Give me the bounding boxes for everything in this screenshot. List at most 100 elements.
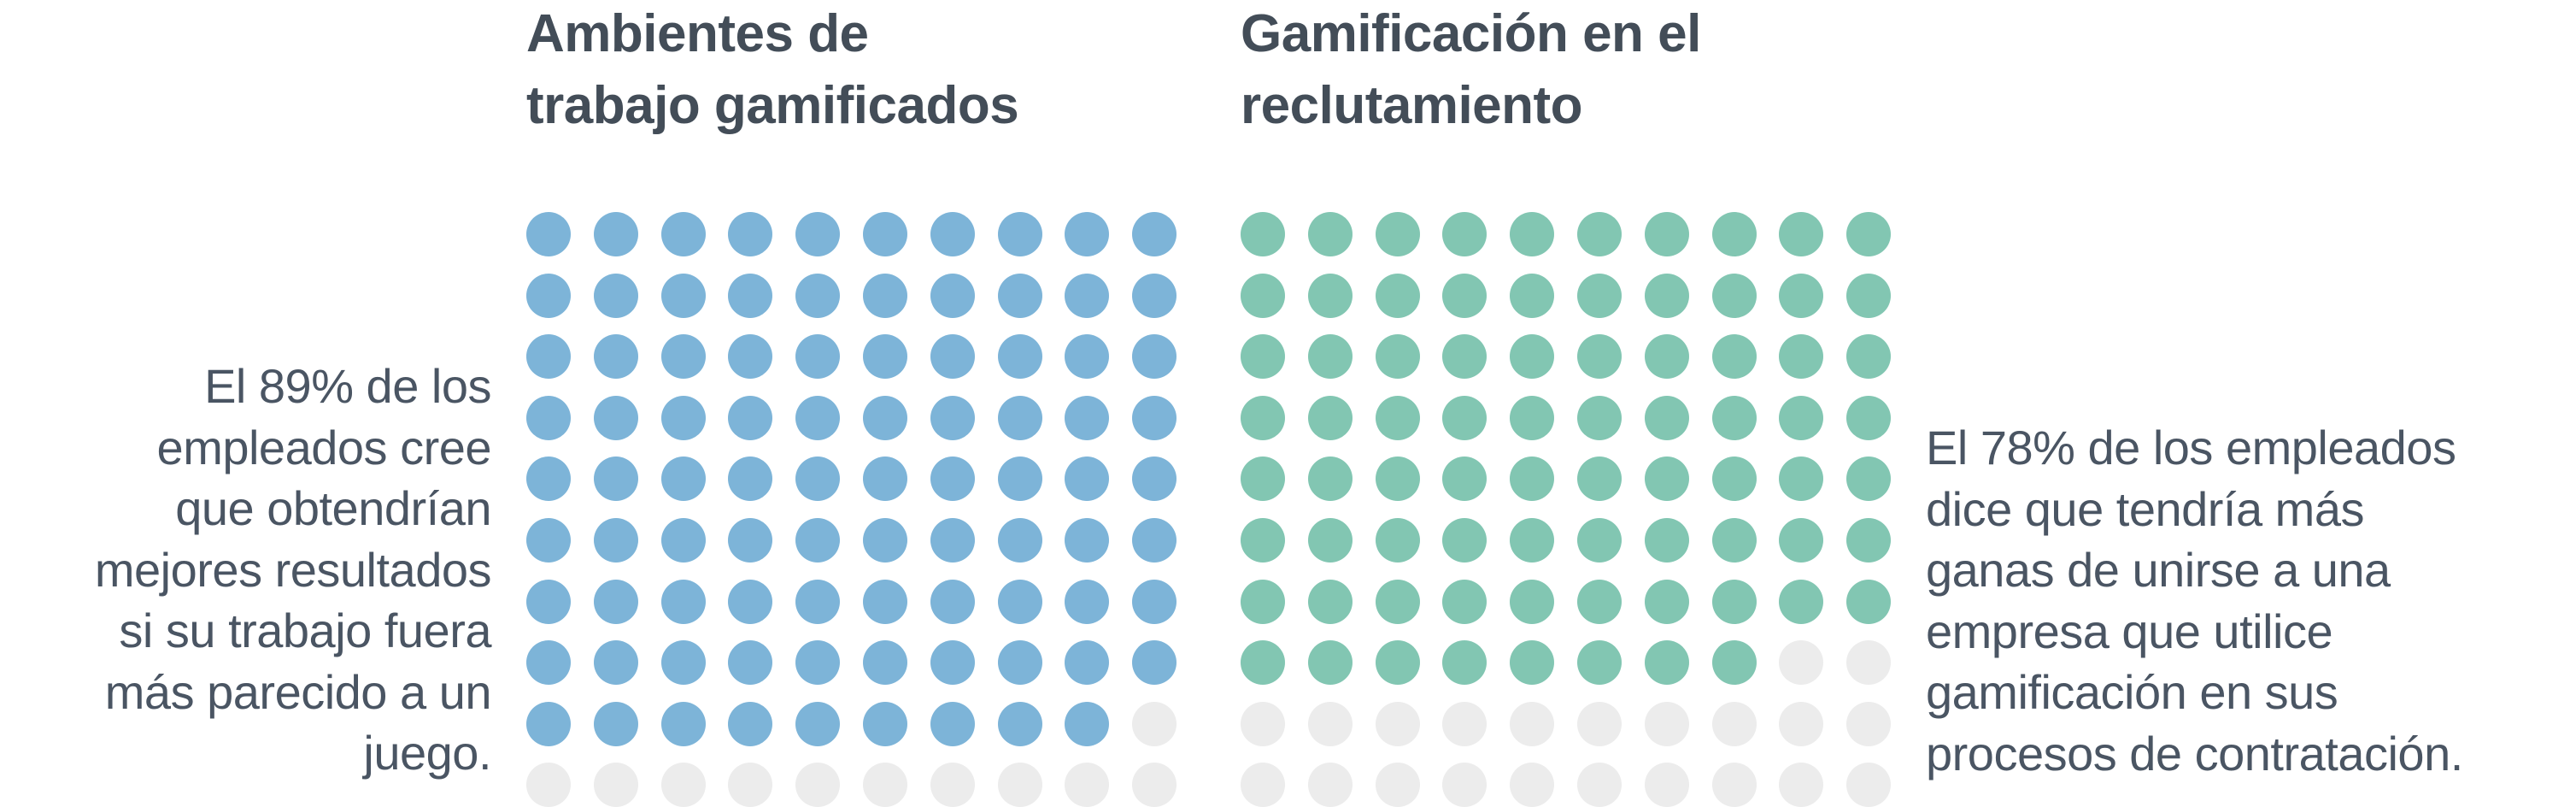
waffle-dot-filled: [1307, 395, 1353, 440]
caption-line: más parecido a un: [104, 664, 492, 719]
waffle-dot-filled: [1779, 518, 1824, 563]
waffle-dot-filled: [1442, 273, 1488, 318]
waffle-dot-filled: [1510, 457, 1555, 502]
caption-line: que obtendrían: [175, 481, 491, 535]
waffle-dot-empty: [1846, 701, 1892, 746]
waffle-dot-filled: [1307, 273, 1353, 318]
chart-title-line: reclutamiento: [1241, 76, 1583, 135]
waffle-dot-filled: [1644, 579, 1689, 624]
waffle-dot-filled: [1577, 579, 1622, 624]
waffle-dot-filled: [660, 701, 706, 746]
caption-line: empleados cree: [156, 420, 492, 474]
waffle-dot-filled: [1779, 334, 1824, 380]
waffle-dot-filled: [1241, 334, 1285, 380]
waffle-dot-filled: [1577, 395, 1622, 440]
waffle-dot-filled: [863, 518, 907, 563]
caption-line: mejores resultados: [94, 542, 492, 597]
waffle-dot-filled: [1510, 334, 1555, 380]
waffle-dot-filled: [1510, 640, 1555, 686]
waffle-dot-filled: [728, 640, 773, 686]
waffle-dot-filled: [1375, 273, 1420, 318]
waffle-dot-filled: [1241, 273, 1285, 318]
waffle-dot-filled: [1442, 579, 1488, 624]
waffle-dot-filled: [997, 701, 1042, 746]
waffle-dot-filled: [660, 579, 706, 624]
caption-line: dice que tendría más: [1926, 481, 2364, 536]
waffle-dot-filled: [1846, 457, 1892, 502]
waffle-dot-filled: [1442, 395, 1488, 440]
waffle-dot-filled: [660, 395, 706, 440]
waffle-dot-filled: [1711, 334, 1757, 380]
waffle-dot-filled: [1132, 334, 1177, 380]
waffle-dot-filled: [863, 273, 907, 318]
waffle-dot-filled: [1375, 640, 1420, 686]
waffle-dot-filled: [1065, 212, 1110, 256]
waffle-dot-filled: [930, 334, 975, 380]
waffle-dot-filled: [1846, 273, 1892, 318]
waffle-dot-filled: [660, 640, 706, 686]
waffle-dot-filled: [1241, 579, 1285, 624]
waffle-dot-filled: [593, 518, 638, 563]
waffle-dot-filled: [1577, 334, 1622, 380]
waffle-dot-filled: [728, 395, 773, 440]
waffle-dot-empty: [863, 763, 907, 807]
waffle-dot-filled: [1711, 579, 1757, 624]
waffle-dot-filled: [863, 395, 907, 440]
waffle-dot-filled: [1307, 212, 1353, 256]
waffle-dot-filled: [997, 579, 1042, 624]
waffle-dot-filled: [660, 457, 706, 502]
waffle-dot-empty: [1132, 763, 1177, 807]
waffle-dot-filled: [997, 395, 1042, 440]
waffle-dot-filled: [660, 518, 706, 563]
waffle-dot-filled: [526, 640, 571, 686]
waffle-dot-filled: [1577, 212, 1622, 256]
waffle-dot-filled: [1442, 640, 1488, 686]
waffle-dot-filled: [1375, 334, 1420, 380]
waffle-dot-filled: [526, 518, 571, 563]
waffle-dot-filled: [593, 640, 638, 686]
waffle-dot-empty: [1779, 640, 1824, 686]
waffle-dot-filled: [1644, 212, 1689, 256]
caption-line: juego.: [363, 726, 491, 780]
waffle-dot-filled: [863, 334, 907, 380]
waffle-dot-filled: [1307, 518, 1353, 563]
waffle-dot-filled: [660, 334, 706, 380]
waffle-dot-filled: [728, 579, 773, 624]
waffle-dot-filled: [1307, 579, 1353, 624]
waffle-dot-filled: [930, 457, 975, 502]
waffle-dot-filled: [863, 640, 907, 686]
caption-line: gamificación en sus: [1926, 665, 2338, 719]
waffle-dot-empty: [728, 763, 773, 807]
waffle-dot-filled: [1577, 518, 1622, 563]
waffle-dot-filled: [1577, 640, 1622, 686]
waffle-dot-filled: [728, 273, 773, 318]
waffle-dot-filled: [660, 212, 706, 256]
waffle-dot-filled: [795, 212, 841, 256]
waffle-dot-empty: [1644, 701, 1689, 746]
waffle-dot-filled: [1307, 640, 1353, 686]
waffle-dot-filled: [930, 395, 975, 440]
waffle-dot-filled: [1577, 273, 1622, 318]
waffle-dot-empty: [1711, 763, 1757, 807]
waffle-dot-filled: [930, 579, 975, 624]
waffle-dot-filled: [1065, 273, 1110, 318]
waffle-dot-filled: [728, 334, 773, 380]
waffle-dot-filled: [795, 273, 841, 318]
waffle-dot-filled: [1132, 518, 1177, 563]
chart-title-right: Gamificación en el reclutamiento: [1241, 0, 1701, 142]
waffle-dot-filled: [1442, 212, 1488, 256]
caption-left: El 89% de los empleados cree que obtendr…: [94, 356, 492, 784]
waffle-dot-filled: [997, 212, 1042, 256]
chart-title-line: Ambientes de: [526, 4, 869, 63]
caption-line: si su trabajo fuera: [119, 604, 491, 657]
waffle-dot-filled: [1711, 395, 1757, 440]
waffle-dot-filled: [930, 640, 975, 686]
waffle-dot-filled: [930, 518, 975, 563]
waffle-dot-filled: [593, 457, 638, 502]
waffle-dot-filled: [526, 212, 571, 256]
waffle-dot-empty: [660, 763, 706, 807]
waffle-dot-filled: [728, 457, 773, 502]
waffle-dot-empty: [1132, 701, 1177, 746]
waffle-dot-filled: [1846, 518, 1892, 563]
waffle-dot-filled: [930, 212, 975, 256]
